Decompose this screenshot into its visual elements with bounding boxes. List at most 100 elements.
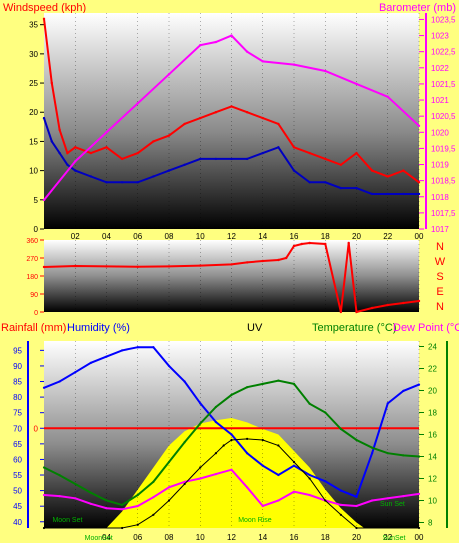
data-point xyxy=(261,60,264,63)
data-point xyxy=(230,393,233,396)
data-point xyxy=(277,379,280,382)
data-point xyxy=(105,355,108,358)
tick-label: 30 xyxy=(29,50,38,59)
tick-label: 75 xyxy=(13,409,22,418)
data-point xyxy=(417,526,421,530)
data-point xyxy=(89,151,93,155)
data-point xyxy=(370,192,374,196)
tick-label: 10 xyxy=(196,533,205,542)
tick-label: 8 xyxy=(428,519,433,528)
data-point xyxy=(292,490,296,493)
data-point xyxy=(199,44,202,47)
data-point xyxy=(58,495,61,498)
data-point xyxy=(308,241,311,245)
data-point xyxy=(66,163,69,166)
data-point xyxy=(50,81,54,85)
data-point xyxy=(58,128,61,131)
data-point xyxy=(136,346,139,349)
data-point xyxy=(89,491,92,494)
data-point xyxy=(136,265,139,268)
data-point xyxy=(214,452,217,455)
data-point xyxy=(261,259,264,263)
data-point xyxy=(308,181,311,184)
data-point xyxy=(355,151,358,155)
tick-label: 1022 xyxy=(431,64,449,73)
tick-label: 00 xyxy=(415,232,424,241)
data-point xyxy=(152,175,155,178)
data-point xyxy=(339,503,342,506)
data-point xyxy=(386,402,389,405)
data-point xyxy=(339,163,343,166)
data-point xyxy=(324,157,327,161)
data-point xyxy=(152,140,155,143)
data-point xyxy=(89,502,92,505)
data-point xyxy=(167,73,171,76)
data-point xyxy=(324,242,327,246)
data-point xyxy=(214,420,217,424)
data-point xyxy=(277,258,280,262)
tick-label: 22 xyxy=(383,533,392,542)
data-point xyxy=(152,513,155,516)
data-point xyxy=(417,383,421,386)
data-point xyxy=(230,105,233,108)
data-point xyxy=(402,495,405,498)
data-point xyxy=(245,50,249,53)
panel3-right-axis: 8 10 12 14 16 18 20 22 24 xyxy=(419,341,448,528)
tick-label: 180 xyxy=(26,274,38,281)
tick-label: 1017 xyxy=(431,225,449,234)
data-point xyxy=(292,169,296,172)
tick-label: 08 xyxy=(165,533,174,542)
data-point xyxy=(58,380,61,383)
data-point xyxy=(120,181,124,184)
data-point xyxy=(300,242,304,246)
tick-label: 0 xyxy=(34,310,38,317)
barometer-axis-label: Barometer (mb) xyxy=(379,2,456,14)
data-point xyxy=(370,169,374,172)
panel3-left-axis: 40 45 50 55 60 65 70 75 80 85 90 95 0 xyxy=(13,341,44,528)
data-point xyxy=(355,526,358,530)
data-point xyxy=(74,146,77,149)
tick-label: 85 xyxy=(13,378,22,387)
data-point xyxy=(347,241,350,245)
data-point xyxy=(167,486,171,489)
tick-label: 20 xyxy=(352,232,361,241)
direction-label: E xyxy=(436,286,443,298)
tick-label: 1018 xyxy=(431,193,449,202)
rain-zero-label: 0 xyxy=(34,424,39,433)
tick-label: 70 xyxy=(13,424,22,433)
panel1-left-axis: 0 5 10 15 20 25 30 35 xyxy=(29,21,44,234)
data-point xyxy=(402,454,405,457)
data-point xyxy=(402,192,405,196)
data-point xyxy=(339,489,342,492)
tick-label: 18 xyxy=(321,232,330,241)
data-point xyxy=(284,256,288,260)
data-point xyxy=(42,493,46,497)
tick-label: 1021 xyxy=(431,96,449,105)
data-point xyxy=(183,163,186,166)
data-point xyxy=(152,480,155,483)
data-point xyxy=(261,464,264,467)
data-point xyxy=(58,151,61,155)
tick-label: 16 xyxy=(290,232,299,241)
data-point xyxy=(246,486,249,489)
tick-label: 12 xyxy=(227,232,236,241)
panel1-right-axis: 1017 1017,5 1018 1018,5 1019 1019,5 1020 1020,5… xyxy=(419,13,456,234)
tick-label: 12 xyxy=(227,533,236,542)
panel2-left-axis: 0 90 180 270 360 xyxy=(26,238,44,317)
tick-label: 16 xyxy=(428,431,437,440)
data-point xyxy=(386,192,389,196)
data-point xyxy=(355,310,358,314)
data-point xyxy=(355,495,358,498)
tick-label: 20 xyxy=(29,108,38,117)
data-point xyxy=(417,192,421,196)
data-point xyxy=(355,82,358,86)
data-point xyxy=(417,181,421,184)
tick-label: 08 xyxy=(165,232,174,241)
data-point xyxy=(222,444,225,447)
data-point xyxy=(50,140,54,143)
tick-label: 06 xyxy=(133,533,142,542)
tick-label: 50 xyxy=(13,487,22,496)
tick-label: 18 xyxy=(321,533,330,542)
data-point xyxy=(152,496,155,499)
